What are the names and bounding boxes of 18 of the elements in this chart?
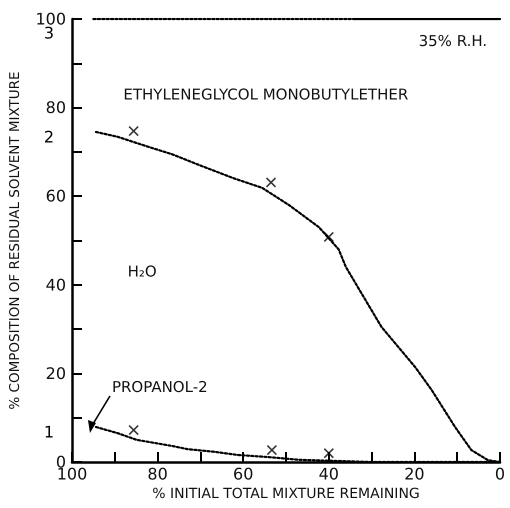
annotation: 35% R.H. xyxy=(418,32,488,50)
y-tick-label: 60 xyxy=(46,186,66,206)
text: 3 xyxy=(44,24,54,42)
y-tick-label: 40 xyxy=(46,275,66,294)
x-tick-label: 20 xyxy=(404,464,425,484)
x-axis-title: % INITIAL TOTAL MIXTURE REMAINING xyxy=(152,486,420,502)
annotation: H₂O xyxy=(128,262,157,281)
annotation: ETHYLENEGLYCOL MONOBUTYLETHER xyxy=(123,85,408,104)
y-tick-label: 20 xyxy=(46,364,66,383)
legend-label: 1 xyxy=(44,422,54,442)
x-tick-label: 40 xyxy=(318,464,339,484)
x-tick-label: 0 xyxy=(494,464,506,484)
x-tick-label: 60 xyxy=(233,464,254,484)
x-tick-label: 80 xyxy=(147,464,168,484)
y-tick-label: 80 xyxy=(46,98,66,118)
text: 2 xyxy=(44,127,54,146)
y-axis-title: % COMPOSITION OF RESIDUAL SOLVENT MIXTURE xyxy=(7,71,23,410)
annotation: PROPANOL-2 xyxy=(112,378,208,396)
